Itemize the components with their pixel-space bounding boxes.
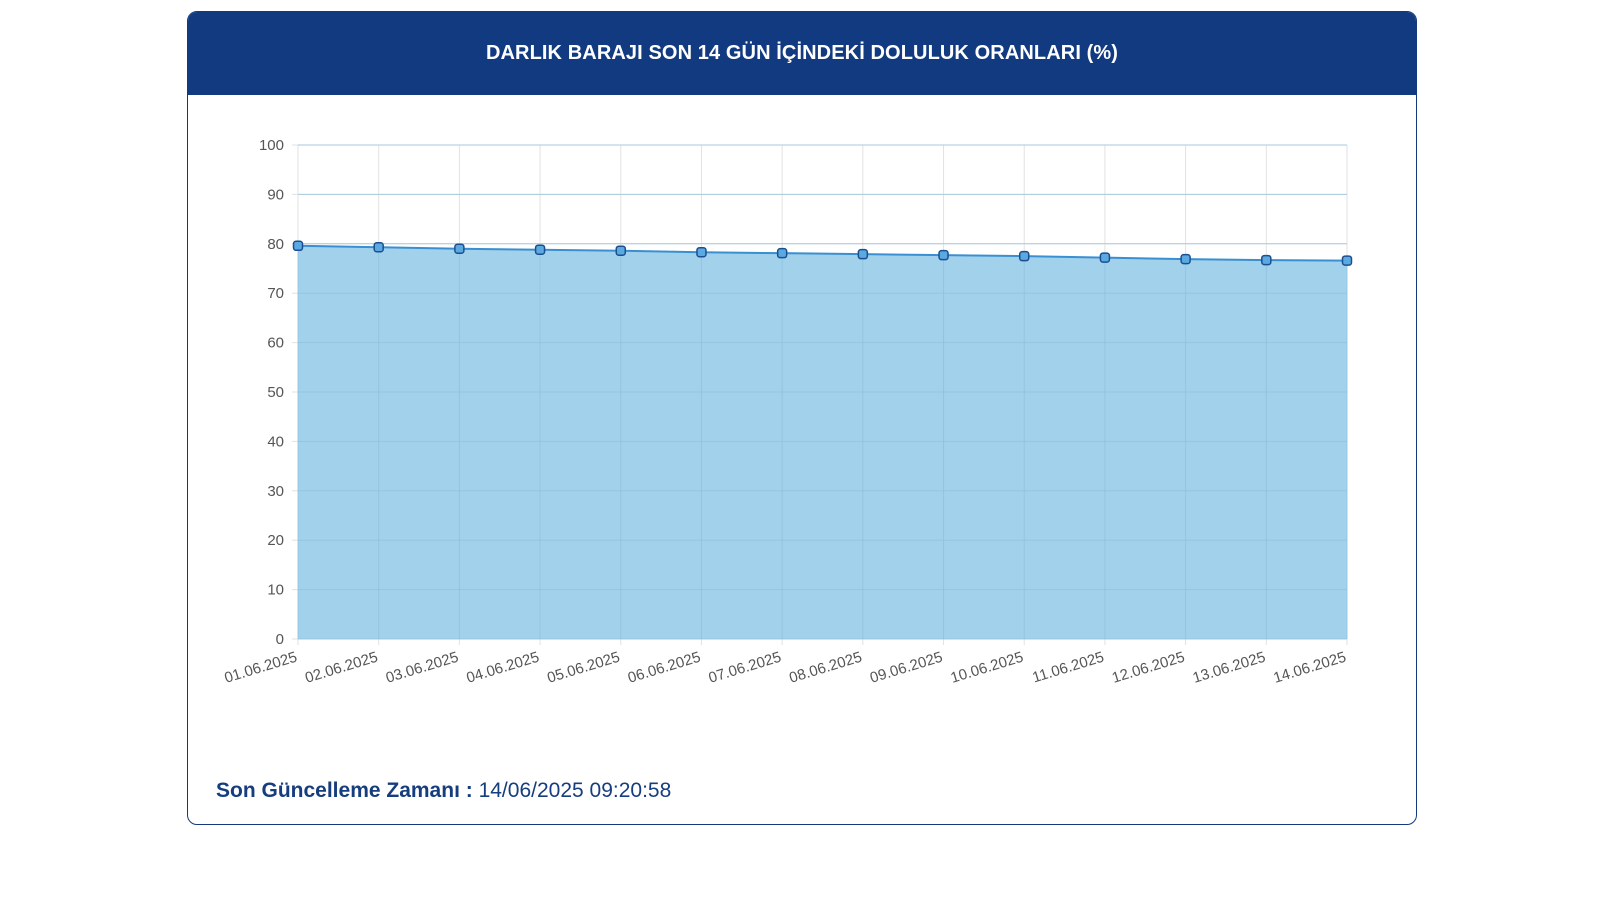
data-point (615, 245, 627, 256)
series-line (297, 244, 1348, 262)
y-tick-label: 10 (267, 582, 284, 599)
x-tick-label: 09.06.2025 (868, 649, 945, 687)
y-tick-label: 50 (267, 384, 284, 401)
y-tick-label: 80 (267, 236, 284, 253)
x-tick-label: 10.06.2025 (949, 649, 1026, 687)
data-point (857, 248, 869, 260)
x-tick-label: 03.06.2025 (384, 649, 461, 687)
y-tick-label: 0 (276, 631, 284, 648)
x-tick-label: 05.06.2025 (545, 649, 622, 687)
data-point (1341, 255, 1353, 266)
y-tick-label: 90 (267, 186, 284, 203)
x-tick-label: 02.06.2025 (303, 649, 380, 687)
card-header: DARLIK BARAJI SON 14 GÜN İÇİNDEKİ DOLULU… (188, 12, 1416, 95)
data-point (373, 242, 384, 253)
data-point (938, 249, 949, 261)
x-tick-label: 08.06.2025 (787, 649, 864, 687)
data-point (776, 247, 788, 259)
x-tick-label: 07.06.2025 (707, 649, 784, 687)
chart-area: 0 10 20 30 40 50 60 70 80 90 100 01.06.2025 02.06.20… (188, 12, 1416, 824)
data-point (1180, 253, 1191, 265)
x-tick-label: 11.06.2025 (1030, 649, 1106, 687)
data-point (292, 240, 304, 252)
data-point (1261, 254, 1272, 266)
chart-card: DARLIK BARAJI SON 14 GÜN İÇİNDEKİ DOLULU… (187, 11, 1417, 825)
last-update-label: Son Güncelleme Zamanı : (216, 779, 473, 802)
y-tick-label: 70 (267, 285, 284, 302)
data-point (1099, 252, 1111, 263)
x-tick-label: 13.06.2025 (1191, 649, 1268, 687)
y-tick-label: 100 (259, 137, 284, 154)
data-point (1018, 250, 1030, 262)
data-point (534, 244, 546, 255)
x-tick-label: 01.06.2025 (222, 649, 299, 687)
chart-title: DARLIK BARAJI SON 14 GÜN İÇİNDEKİ DOLULU… (485, 42, 1119, 64)
x-tick-label: 06.06.2025 (626, 649, 703, 687)
last-update-value: 14/06/2025 09:20:58 (478, 779, 672, 802)
series-area (298, 245, 1347, 639)
x-tick-label: 12.06.2025 (1110, 649, 1187, 687)
y-tick-label: 30 (267, 483, 284, 500)
data-point (454, 243, 465, 254)
data-point (696, 246, 707, 258)
y-tick-label: 60 (267, 335, 284, 352)
area-chart: 0 10 20 30 40 50 60 70 80 90 100 01.06.2025 02.06.20… (222, 137, 1353, 687)
y-tick-label: 20 (267, 532, 284, 549)
x-tick-label: 04.06.2025 (464, 649, 541, 687)
last-update: Son Güncelleme Zamanı : 14/06/2025 09:20… (216, 779, 671, 803)
x-tick-label: 14.06.2025 (1271, 649, 1348, 687)
y-tick-label: 40 (267, 433, 284, 450)
